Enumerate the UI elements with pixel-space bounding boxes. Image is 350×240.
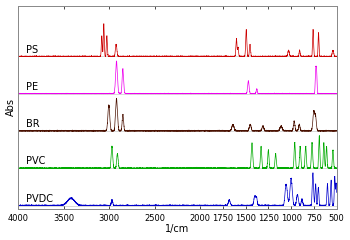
Text: PVC: PVC [26, 156, 45, 167]
Text: PVDC: PVDC [26, 194, 52, 204]
X-axis label: 1/cm: 1/cm [165, 224, 190, 234]
Text: PS: PS [26, 45, 38, 55]
Text: BR: BR [26, 119, 39, 129]
Y-axis label: Abs: Abs [6, 98, 15, 116]
Text: PE: PE [26, 82, 38, 92]
